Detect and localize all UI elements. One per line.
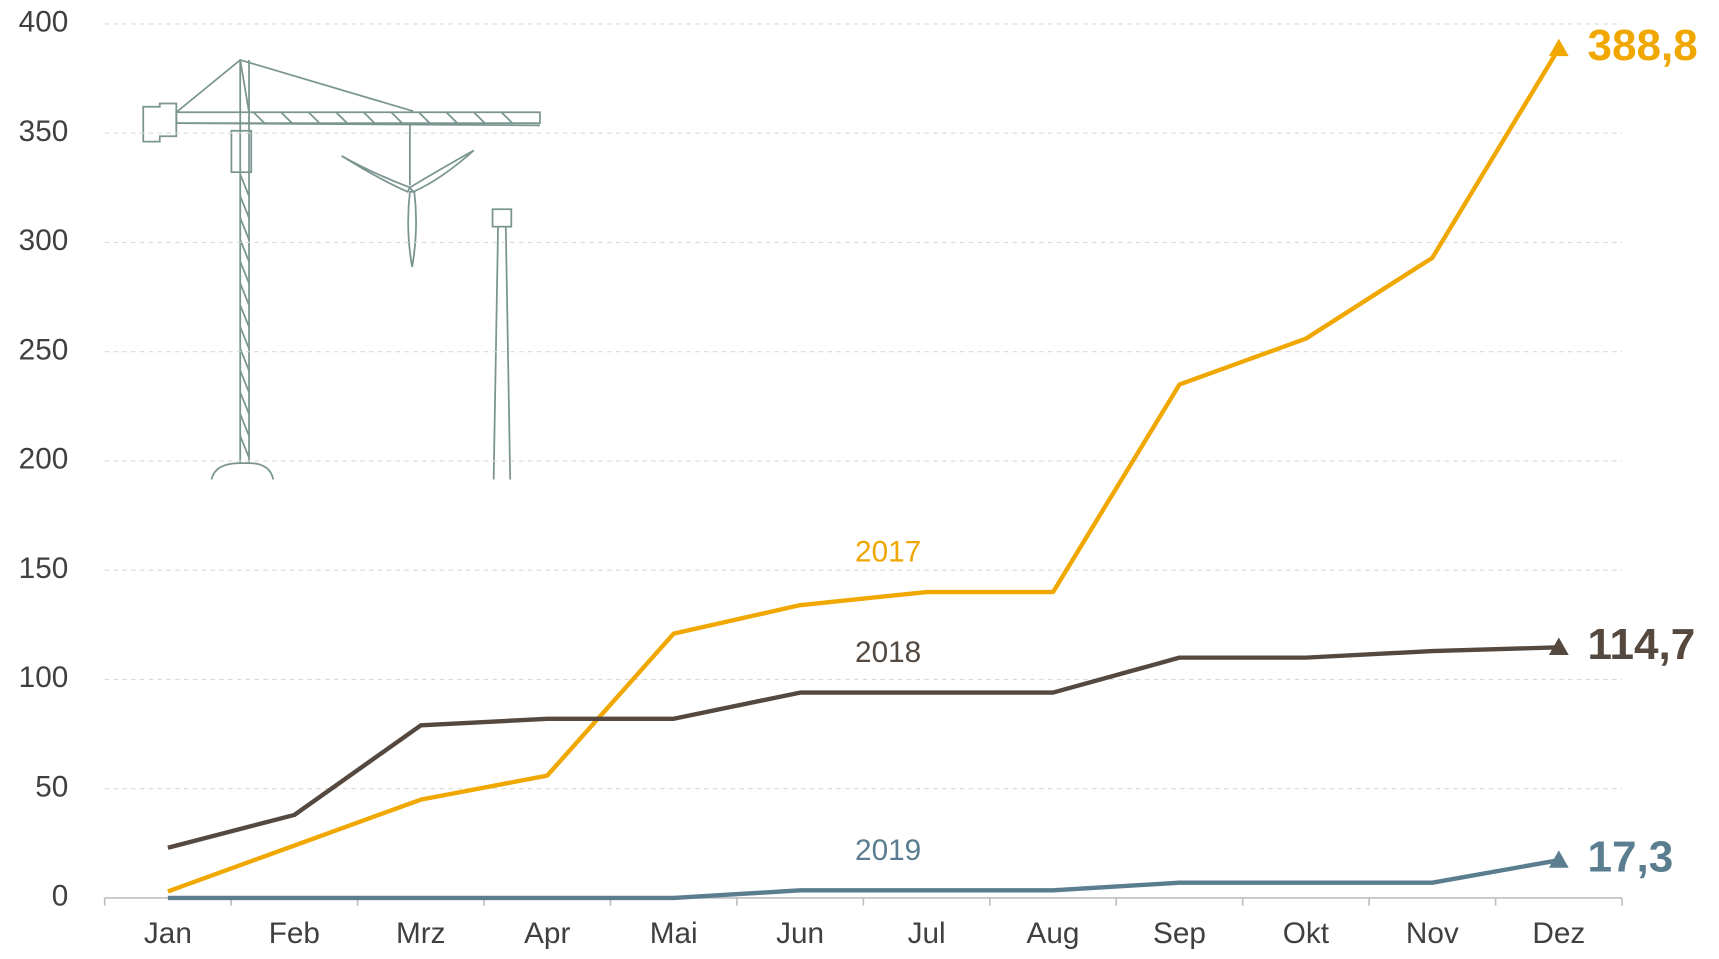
- y-tick-label: 300: [19, 224, 69, 257]
- series-line: [168, 48, 1559, 891]
- value-label: 388,8: [1587, 21, 1697, 70]
- y-tick-label: 0: [52, 880, 69, 913]
- x-tick-label: Feb: [269, 917, 320, 950]
- x-tick-label: Jan: [144, 917, 192, 950]
- y-tick-label: 250: [19, 334, 69, 367]
- x-tick-label: Apr: [524, 917, 570, 950]
- series-label: 2018: [855, 636, 921, 669]
- x-tick-label: Mrz: [396, 917, 446, 950]
- x-tick-label: Jul: [908, 917, 946, 950]
- y-tick-label: 150: [19, 552, 69, 585]
- x-tick-label: Mai: [650, 917, 698, 950]
- x-tick-label: Nov: [1406, 917, 1459, 950]
- y-tick-label: 350: [19, 115, 69, 148]
- x-tick-label: Okt: [1283, 917, 1329, 950]
- x-tick-label: Dez: [1532, 917, 1585, 950]
- value-label: 17,3: [1587, 833, 1673, 882]
- value-label: 114,7: [1587, 620, 1695, 669]
- chart: 0 50 100 150 200 250 300 350 400 Jan Feb Mrz Apr Mai J…: [0, 0, 1719, 959]
- series-label: 2017: [855, 536, 921, 569]
- series-label: 2019: [855, 834, 921, 867]
- crane-illustration: [143, 60, 540, 480]
- end-marker: [1549, 850, 1569, 867]
- y-tick-label: 50: [35, 771, 68, 804]
- x-tick-label: Jun: [776, 917, 824, 950]
- end-marker: [1549, 39, 1569, 56]
- y-tick-label: 400: [19, 6, 69, 39]
- x-tick-label: Aug: [1027, 917, 1080, 950]
- x-tick-label: Sep: [1153, 917, 1206, 950]
- y-tick-label: 100: [19, 661, 69, 694]
- y-tick-label: 200: [19, 443, 69, 476]
